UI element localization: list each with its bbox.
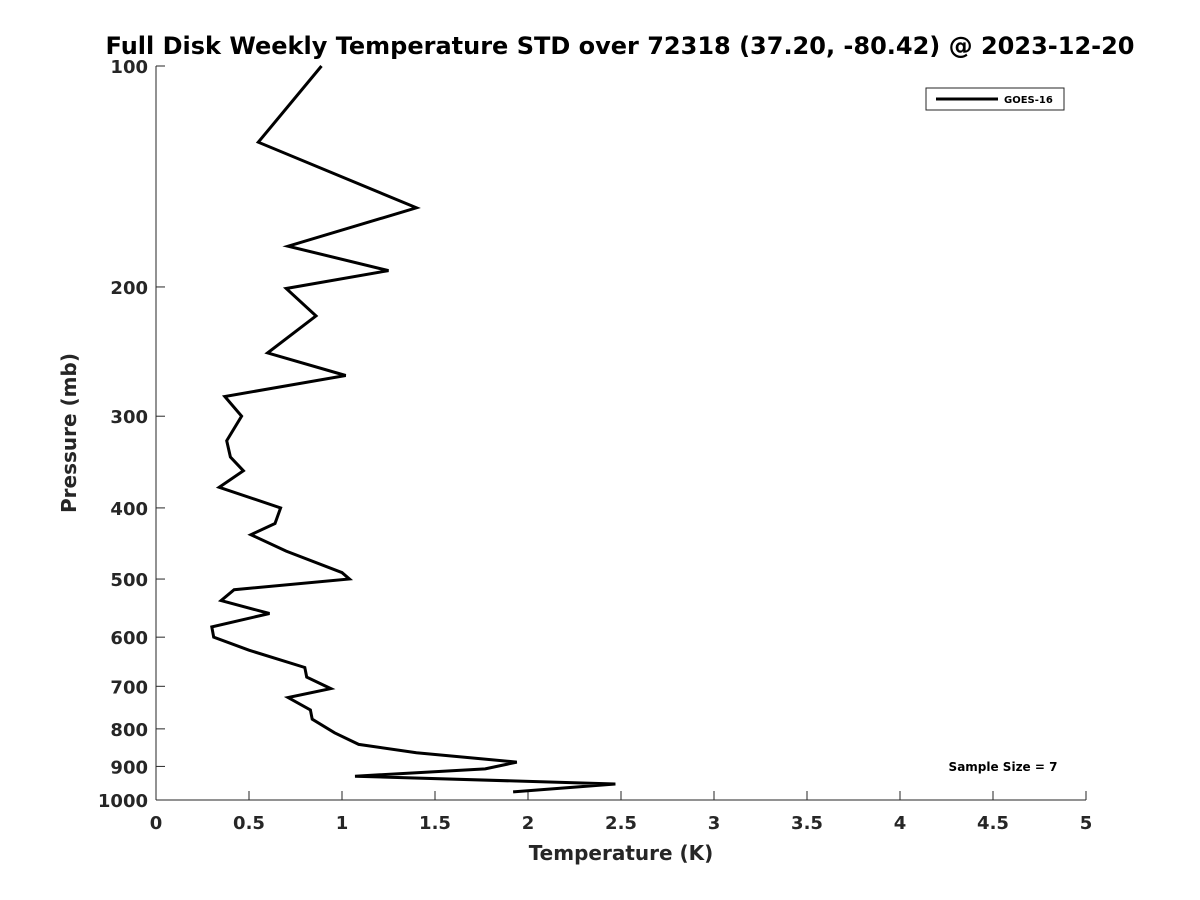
x-tick-label: 4 [894, 813, 907, 834]
y-tick-label: 400 [110, 499, 148, 520]
sample-size-annotation: Sample Size = 7 [949, 760, 1058, 774]
chart-title: Full Disk Weekly Temperature STD over 72… [106, 32, 1135, 60]
x-tick-label: 3 [708, 813, 721, 834]
x-tick-label: 1 [336, 813, 349, 834]
series-line-goes-16 [210, 65, 616, 794]
x-tick-label: 2 [522, 813, 535, 834]
x-tick-label: 1.5 [419, 813, 451, 834]
y-tick-label: 800 [110, 720, 148, 741]
x-tick-label: 0.5 [233, 813, 265, 834]
x-tick-label: 5 [1080, 813, 1093, 834]
y-tick-label: 300 [110, 407, 148, 428]
y-axis-ticks: 100 200 300 400 500 600 700 800 900 1000 [98, 57, 165, 812]
series-group [210, 65, 616, 794]
y-tick-label: 100 [110, 57, 148, 78]
y-tick-label: 600 [110, 628, 148, 649]
y-axis-label: Pressure (mb) [57, 353, 81, 513]
y-tick-label: 200 [110, 278, 148, 299]
plot-area: 0 0.5 1 1.5 2 2.5 3 3.5 4 4.5 5 100 200 300 400 500 600… [98, 57, 1092, 834]
y-tick-label: 1000 [98, 791, 148, 812]
legend-label-goes-16: GOES-16 [1004, 95, 1053, 106]
y-tick-label: 700 [110, 677, 148, 698]
x-tick-label: 4.5 [977, 813, 1009, 834]
legend: GOES-16 [925, 87, 1065, 111]
x-tick-label: 0 [150, 813, 163, 834]
x-axis-ticks: 0 0.5 1 1.5 2 2.5 3 3.5 4 4.5 5 [150, 791, 1093, 834]
y-tick-label: 900 [110, 757, 148, 778]
x-tick-label: 2.5 [605, 813, 637, 834]
y-tick-label: 500 [110, 570, 148, 591]
x-axis-label: Temperature (K) [529, 841, 714, 865]
x-tick-label: 3.5 [791, 813, 823, 834]
